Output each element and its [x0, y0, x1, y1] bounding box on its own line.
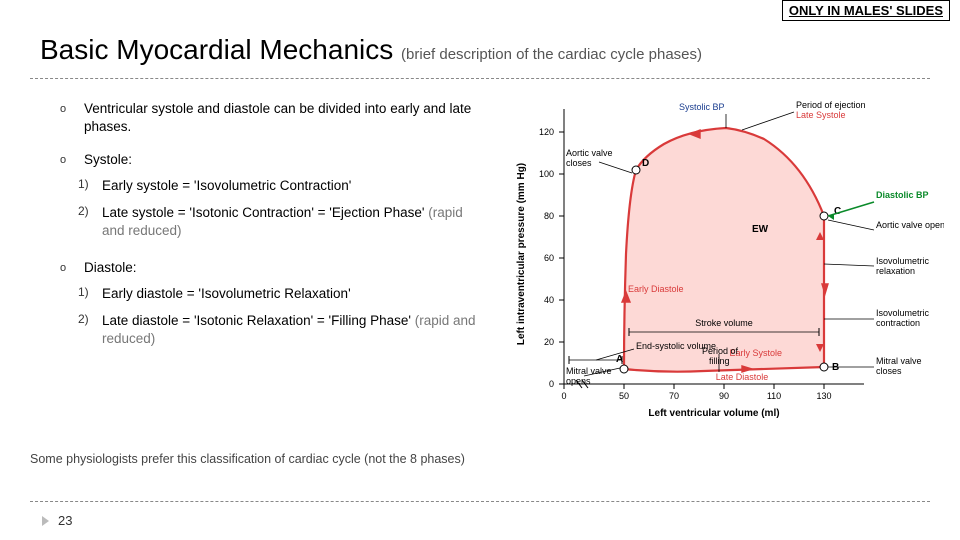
footnote: Some physiologists prefer this classific… — [30, 452, 465, 466]
svg-text:opens: opens — [566, 376, 591, 386]
svg-text:Period of: Period of — [702, 346, 739, 356]
svg-text:D: D — [642, 158, 649, 169]
svg-text:Early Diastole: Early Diastole — [628, 284, 684, 294]
svg-text:Aortic valve opens: Aortic valve opens — [876, 220, 944, 230]
svg-text:70: 70 — [669, 391, 679, 401]
svg-text:Systolic BP: Systolic BP — [679, 102, 725, 112]
svg-text:Mitral valve: Mitral valve — [566, 366, 612, 376]
svg-text:50: 50 — [619, 391, 629, 401]
bullet-d1: 1) Early diastole = 'Isovolumetric Relax… — [78, 285, 480, 303]
num-marker: 1) — [78, 285, 102, 303]
bullet-text: Early systole = 'Isovolumetric Contracti… — [102, 177, 351, 195]
svg-text:Isovolumetric: Isovolumetric — [876, 308, 930, 318]
svg-text:20: 20 — [544, 337, 554, 347]
svg-text:60: 60 — [544, 253, 554, 263]
slide-title: Basic Myocardial Mechanics (brief descri… — [40, 34, 702, 66]
num-marker: 1) — [78, 177, 102, 195]
title-subtitle: (brief description of the cardiac cycle … — [401, 46, 702, 63]
bullet-d2: 2) Late diastole = 'Isotonic Relaxation'… — [78, 312, 480, 347]
bullet-marker: o — [60, 259, 84, 277]
svg-text:130: 130 — [816, 391, 831, 401]
svg-text:closes: closes — [566, 158, 592, 168]
svg-text:closes: closes — [876, 366, 902, 376]
svg-text:Period of ejection: Period of ejection — [796, 100, 866, 110]
svg-text:Isovolumetric: Isovolumetric — [876, 256, 930, 266]
svg-text:120: 120 — [539, 127, 554, 137]
svg-text:Left intraventricular pressure: Left intraventricular pressure (mm Hg) — [516, 163, 527, 345]
svg-text:Late Diastole: Late Diastole — [716, 372, 769, 382]
bullet-text: Late diastole = 'Isotonic Relaxation' = … — [102, 312, 480, 347]
svg-text:0: 0 — [549, 379, 554, 389]
num-marker: 2) — [78, 204, 102, 239]
svg-text:0: 0 — [561, 391, 566, 401]
svg-text:relaxation: relaxation — [876, 266, 915, 276]
content-block: o Ventricular systole and diastole can b… — [60, 100, 480, 357]
bullet-marker: o — [60, 100, 84, 135]
page-number: 23 — [58, 513, 72, 528]
svg-text:Stroke volume: Stroke volume — [695, 318, 753, 328]
bullet-marker: o — [60, 151, 84, 169]
svg-text:40: 40 — [544, 295, 554, 305]
svg-text:Mitral valve: Mitral valve — [876, 356, 922, 366]
svg-text:Late Systole: Late Systole — [796, 110, 846, 120]
svg-text:Diastolic BP: Diastolic BP — [876, 190, 929, 200]
bullet-text: Early diastole = 'Isovolumetric Relaxati… — [102, 285, 351, 303]
svg-text:80: 80 — [544, 211, 554, 221]
bullet-systole: o Systole: — [60, 151, 480, 169]
bullet-intro: o Ventricular systole and diastole can b… — [60, 100, 480, 135]
divider-top — [30, 78, 930, 79]
svg-text:contraction: contraction — [876, 318, 920, 328]
svg-text:B: B — [832, 362, 839, 373]
bullet-s1: 1) Early systole = 'Isovolumetric Contra… — [78, 177, 480, 195]
pagenum-arrow-icon — [42, 516, 49, 526]
bullet-s2: 2) Late systole = 'Isotonic Contraction'… — [78, 204, 480, 239]
svg-text:Aortic valve: Aortic valve — [566, 148, 613, 158]
title-main: Basic Myocardial Mechanics — [40, 34, 393, 65]
pv-loop-figure: 0 50 70 90 110 130 0 20 40 60 80 100 120… — [504, 94, 944, 424]
num-marker: 2) — [78, 312, 102, 347]
divider-bottom — [30, 501, 930, 502]
bullet-text: Late systole = 'Isotonic Contraction' = … — [102, 204, 480, 239]
svg-text:Left ventricular volume (ml): Left ventricular volume (ml) — [648, 408, 779, 419]
svg-text:90: 90 — [719, 391, 729, 401]
bullet-text: Diastole: — [84, 259, 137, 277]
slide-banner: ONLY IN MALES' SLIDES — [782, 0, 950, 21]
svg-text:filling: filling — [709, 356, 730, 366]
svg-text:110: 110 — [767, 391, 781, 401]
bullet-text: Ventricular systole and diastole can be … — [84, 100, 480, 135]
bullet-diastole: o Diastole: — [60, 259, 480, 277]
svg-text:EW: EW — [752, 224, 769, 235]
svg-text:100: 100 — [539, 169, 554, 179]
bullet-text: Systole: — [84, 151, 132, 169]
